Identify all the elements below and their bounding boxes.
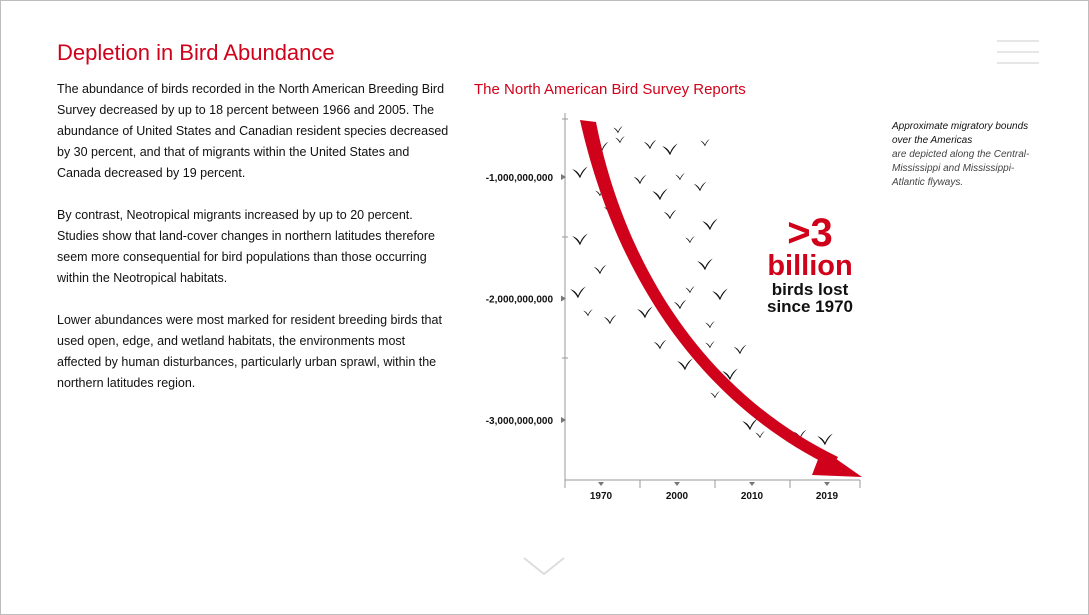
paragraph-3: Lower abundances were most marked for re… (57, 313, 442, 390)
paragraph-1: The abundance of birds recorded in the N… (57, 82, 449, 180)
bird-silhouette (653, 339, 667, 350)
chart-title: The North American Bird Survey Reports (474, 81, 746, 98)
bird-silhouette (583, 309, 593, 317)
x-tick-marker (749, 482, 755, 486)
bird-silhouette (662, 143, 678, 156)
bird-silhouette (685, 236, 695, 244)
bird-silhouette (705, 321, 715, 329)
callout-sub-2: since 1970 (766, 297, 853, 316)
bird-silhouette (637, 306, 653, 319)
bird-silhouette (733, 344, 747, 355)
decline-arrowhead (812, 449, 862, 477)
x-tick-marker (674, 482, 680, 486)
bird-silhouette (742, 418, 758, 431)
x-tick-label: 2000 (666, 491, 689, 502)
note-line-2: are depicted along the Central-Mississip… (892, 149, 1030, 188)
bird-silhouette (572, 233, 588, 246)
bird-silhouette (572, 166, 588, 179)
bird-silhouette (643, 139, 657, 150)
bird-silhouette (633, 174, 647, 185)
bird-silhouette (675, 173, 685, 181)
bird-silhouette (677, 358, 693, 371)
bird-silhouette (615, 136, 625, 144)
bird-silhouette (693, 181, 707, 192)
bird-silhouette (793, 429, 807, 440)
bird-silhouette (663, 209, 677, 220)
bird-silhouette (702, 218, 718, 231)
y-tick-label: -3,000,000,000 (486, 416, 554, 427)
bird-silhouette (722, 368, 738, 381)
bird-silhouette (705, 341, 715, 349)
x-tick-label: 2019 (816, 491, 839, 502)
bird-silhouette (673, 299, 687, 310)
y-tick-marker (561, 417, 566, 423)
article-body: The abundance of birds recorded in the N… (57, 79, 452, 415)
bird-silhouette (603, 314, 617, 325)
bird-silhouette (755, 431, 765, 439)
loss-callout: >3 billion birds lost since 1970 (750, 211, 870, 316)
page-title: Depletion in Bird Abundance (57, 40, 335, 65)
map-note: Approximate migratory bounds over the Am… (892, 120, 1042, 190)
chevron-down-icon[interactable] (521, 555, 567, 577)
y-tick-label: -2,000,000,000 (486, 295, 554, 306)
callout-billion: billion (767, 250, 853, 282)
bird-silhouette (593, 264, 607, 275)
bird-silhouette (817, 433, 833, 446)
y-tick-marker (561, 174, 566, 180)
x-tick-label: 2010 (741, 491, 764, 502)
bird-decline-chart: -1,000,000,000 -2,000,000,000 -3,000,000,0… (486, 113, 862, 502)
bird-silhouette (685, 286, 695, 294)
callout-sub-1: birds lost (771, 280, 849, 299)
note-line-1: Approximate migratory bounds over the Am… (892, 121, 1029, 146)
bird-silhouette (613, 126, 623, 134)
callout-big: >3 (787, 211, 833, 255)
bird-silhouette (697, 258, 713, 271)
x-tick-label: 1970 (590, 491, 613, 502)
bird-silhouette (712, 288, 728, 301)
x-tick-marker (824, 482, 830, 486)
bird-silhouette (595, 141, 609, 152)
y-tick-label: -1,000,000,000 (486, 173, 554, 184)
hamburger-menu-icon[interactable] (997, 40, 1039, 64)
paragraph-2: By contrast, Neotropical migrants increa… (57, 208, 436, 285)
bird-silhouette (700, 139, 710, 147)
bird-silhouette (652, 188, 668, 201)
bird-silhouette (570, 286, 586, 299)
y-tick-marker (561, 295, 566, 302)
bird-silhouette (710, 391, 720, 399)
x-tick-marker (598, 482, 604, 486)
